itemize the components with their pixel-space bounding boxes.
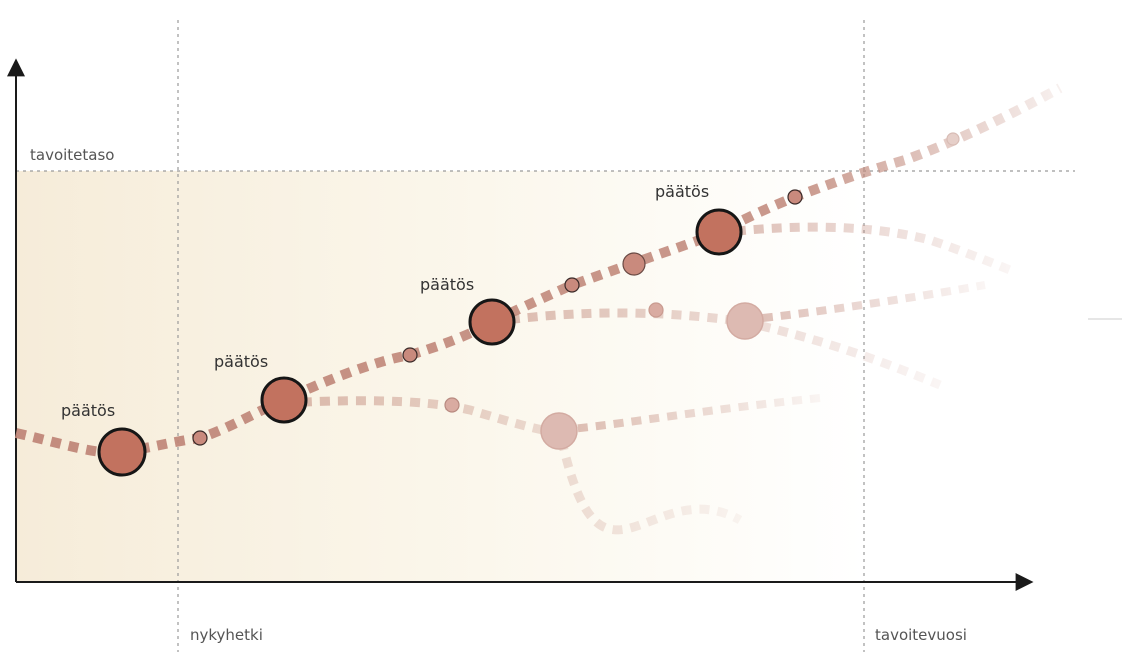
decision-label-4: päätös (655, 182, 709, 201)
ghost-node (946, 132, 960, 146)
decision-label-1: päätös (61, 401, 115, 420)
branch-path-1b (559, 394, 821, 434)
decision-node-3 (468, 298, 516, 346)
branch-path-2b (744, 281, 986, 324)
intermediate-node (192, 430, 208, 446)
ghost-node (444, 397, 460, 413)
ghost-node (648, 302, 664, 318)
intermediate-node (402, 347, 418, 363)
decision-label-2: päätös (214, 352, 268, 371)
intermediate-node (564, 277, 580, 293)
now-label: nykyhetki (190, 626, 263, 644)
intermediate-node (787, 189, 803, 205)
decision-node-1 (97, 427, 147, 477)
target-level-label: tavoitetaso (30, 146, 114, 164)
target-year-label: tavoitevuosi (875, 626, 967, 644)
intermediate-node (622, 252, 646, 276)
ghost-decision-node (540, 412, 578, 450)
ghost-decision-node (726, 302, 764, 340)
decision-node-4 (695, 208, 743, 256)
decision-label-3: päätös (420, 275, 474, 294)
decision-node-2 (260, 376, 308, 424)
